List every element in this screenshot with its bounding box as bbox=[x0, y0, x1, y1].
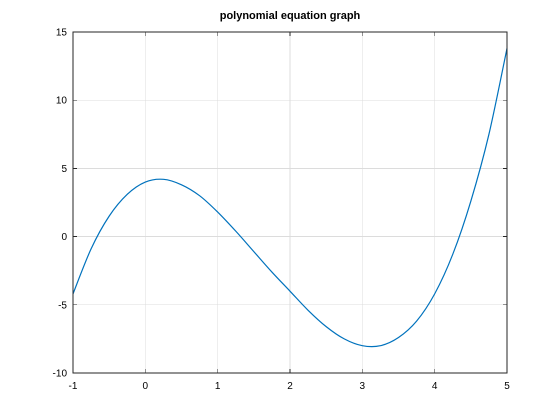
y-tick-label: 5 bbox=[61, 164, 67, 175]
y-tick-label: -5 bbox=[58, 300, 67, 311]
chart-title: polynomial equation graph bbox=[220, 10, 361, 22]
grid bbox=[72, 31, 508, 374]
x-tick-label: 2 bbox=[287, 381, 293, 392]
x-tick-label: 4 bbox=[432, 381, 438, 392]
y-tick-label: 15 bbox=[56, 28, 68, 39]
y-tick-label: 0 bbox=[61, 232, 67, 243]
plot-series bbox=[72, 48, 508, 348]
y-tick-label: -10 bbox=[53, 369, 68, 380]
x-tick-label: -1 bbox=[69, 381, 78, 392]
axis-ticks bbox=[72, 31, 508, 374]
x-tick-label: 3 bbox=[360, 381, 366, 392]
series-line-0 bbox=[72, 48, 508, 348]
x-tick-label: 1 bbox=[215, 381, 221, 392]
x-tick-label: 5 bbox=[504, 381, 510, 392]
x-tick-label: 0 bbox=[143, 381, 149, 392]
y-tick-label: 10 bbox=[56, 96, 68, 107]
